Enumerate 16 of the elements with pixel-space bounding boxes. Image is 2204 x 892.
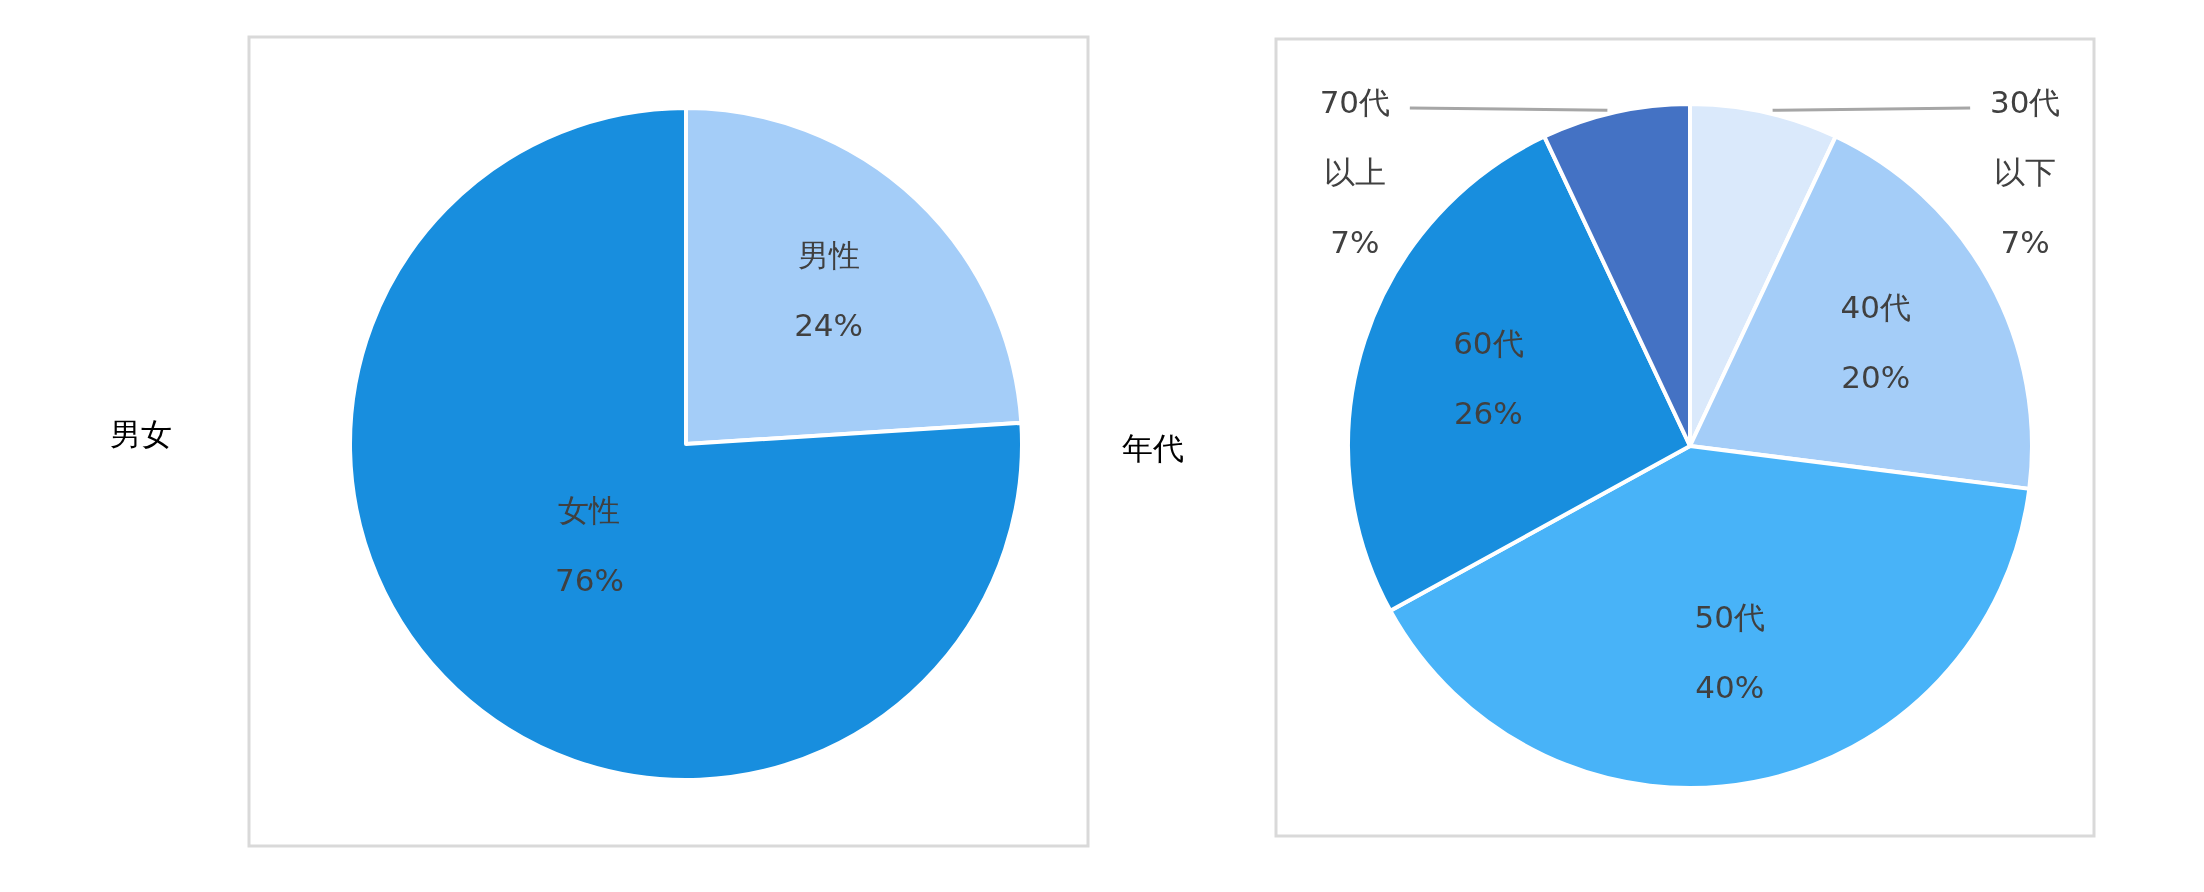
data-label: 40% bbox=[1695, 668, 1765, 705]
slice-label: 男性 bbox=[797, 236, 860, 273]
slice-label: 40代 bbox=[1840, 288, 1912, 325]
data-label: 20% bbox=[1841, 358, 1911, 395]
text: 年代 bbox=[1122, 429, 1184, 466]
slice-label: 60代 bbox=[1453, 324, 1524, 361]
slice-label: 女性 bbox=[558, 491, 621, 528]
slice-label: 70代以上 bbox=[1319, 83, 1391, 190]
slice-label: 30代以下 bbox=[1989, 83, 2061, 190]
data-label: 76% bbox=[554, 561, 624, 598]
slice-label: 50代 bbox=[1694, 598, 1765, 635]
data-label: 26% bbox=[1453, 394, 1523, 431]
data-label: 7% bbox=[1330, 223, 1380, 260]
data-label: 7% bbox=[2000, 223, 2050, 260]
text: 男女 bbox=[110, 415, 172, 452]
data-label: 24% bbox=[794, 306, 864, 343]
